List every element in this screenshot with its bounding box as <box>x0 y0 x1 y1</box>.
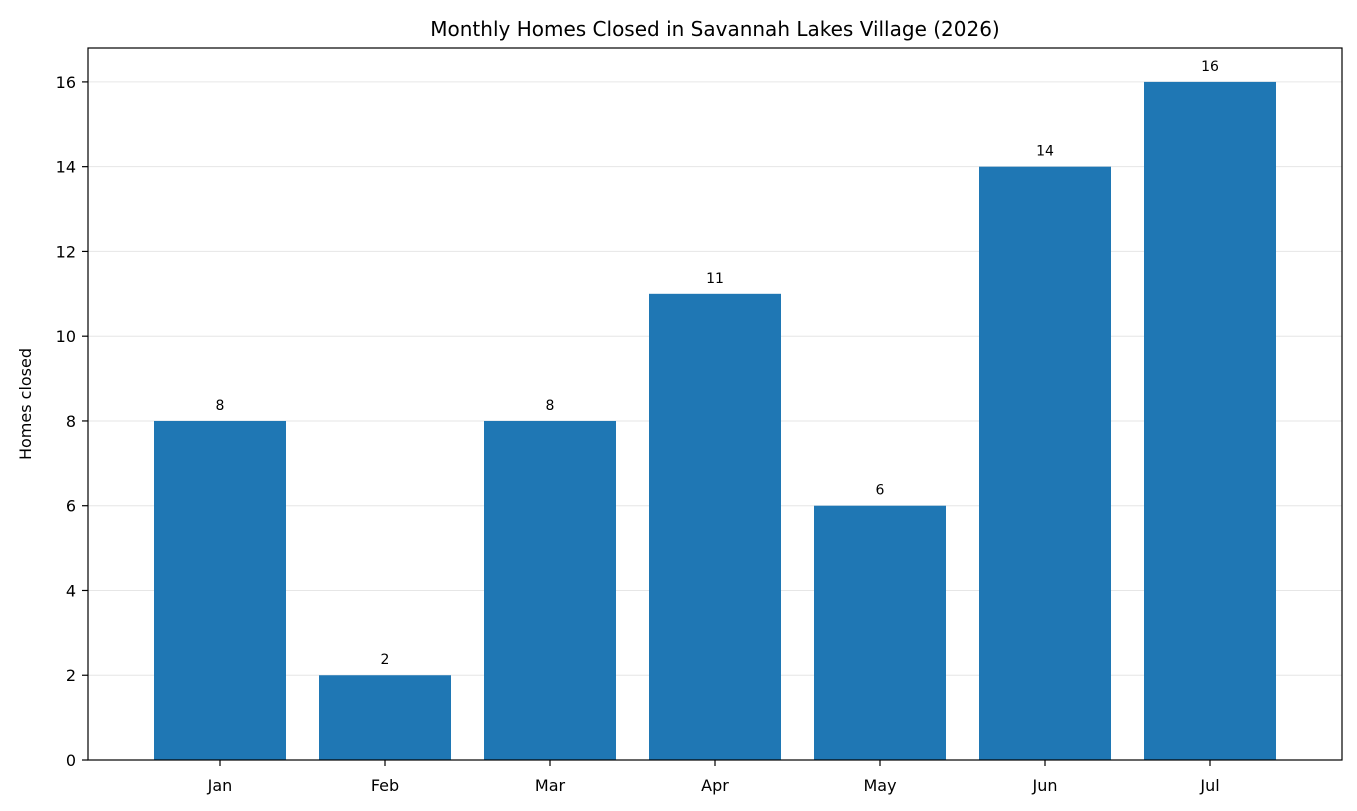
data-label-jul: 16 <box>1201 59 1219 75</box>
bars <box>154 81 1276 760</box>
bar-jan <box>154 420 286 760</box>
y-axis-label: Homes closed <box>16 348 35 460</box>
bar-jul <box>1144 81 1276 760</box>
data-label-jun: 14 <box>1036 144 1054 160</box>
y-tick-label-7: 14 <box>56 158 76 177</box>
x-tick-label-apr: Apr <box>701 776 729 795</box>
x-tick-label-jun: Jun <box>1032 776 1058 795</box>
bar-mar <box>484 420 616 760</box>
y-tick-label-2: 4 <box>66 581 76 600</box>
axes: 0 2 4 6 8 10 12 14 16 Jan Feb Mar Apr May Jun Jul <box>56 47 1343 795</box>
y-tick-label-6: 12 <box>56 242 76 261</box>
y-tick-label-8: 16 <box>56 73 76 92</box>
y-tick-label-4: 8 <box>66 412 76 431</box>
data-label-mar: 8 <box>546 398 555 414</box>
y-tick-label-0: 0 <box>66 751 76 770</box>
x-tick-label-jan: Jan <box>207 776 233 795</box>
y-tick-label-3: 6 <box>66 497 76 516</box>
x-tick-label-may: May <box>863 776 896 795</box>
bar-may <box>814 505 946 760</box>
bar-feb <box>319 675 451 760</box>
x-tick-label-jul: Jul <box>1199 776 1219 795</box>
data-label-jan: 8 <box>216 398 225 414</box>
data-label-feb: 2 <box>381 652 390 668</box>
bar-apr <box>649 293 781 760</box>
x-tick-label-feb: Feb <box>371 776 399 795</box>
data-label-apr: 11 <box>706 271 724 287</box>
y-tick-label-1: 2 <box>66 666 76 685</box>
chart-title: Monthly Homes Closed in Savannah Lakes V… <box>430 17 999 41</box>
y-tick-label-5: 10 <box>56 327 76 346</box>
bar-jun <box>979 166 1111 760</box>
data-label-may: 6 <box>876 483 885 499</box>
data-labels: 8 2 8 11 6 14 16 <box>216 59 1219 668</box>
x-tick-label-mar: Mar <box>535 776 566 795</box>
